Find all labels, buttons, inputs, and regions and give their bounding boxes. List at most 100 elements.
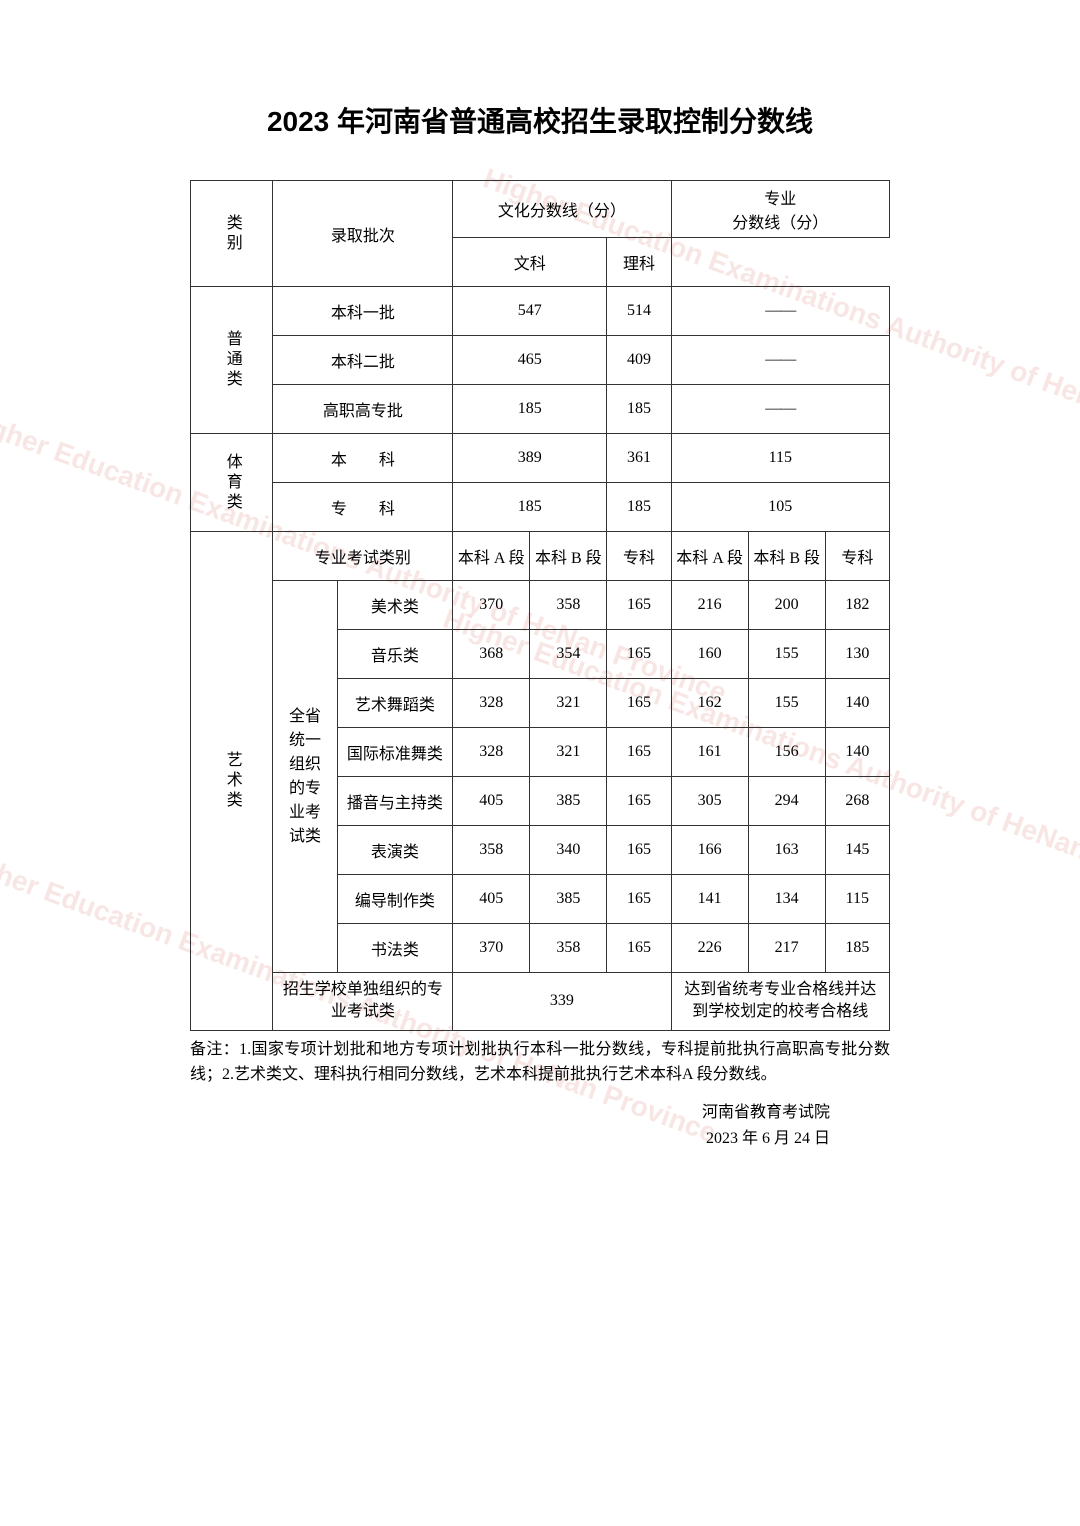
- score-cell: 165: [607, 826, 671, 875]
- prof-label-2: 分数线（分）: [732, 215, 828, 232]
- score-cell: 217: [748, 924, 825, 973]
- score-cell: 163: [748, 826, 825, 875]
- document-title: 2023 年河南省普通高校招生录取控制分数线: [115, 100, 965, 140]
- score-cell: 105: [671, 483, 889, 532]
- score-cell: 321: [530, 679, 607, 728]
- school-exam-label: 招生学校单独组织的专业考试类: [273, 973, 453, 1031]
- score-cell: 130: [825, 630, 889, 679]
- art-name: 书法类: [337, 924, 453, 973]
- cat-general: 普通类: [191, 287, 273, 434]
- art-name: 表演类: [337, 826, 453, 875]
- score-cell: 185: [453, 385, 607, 434]
- score-cell: 368: [453, 630, 530, 679]
- score-cell: 185: [825, 924, 889, 973]
- score-cell: 358: [530, 581, 607, 630]
- art-name: 播音与主持类: [337, 777, 453, 826]
- col-benke-a-p: 本科 A 段: [671, 532, 748, 581]
- score-cell: 145: [825, 826, 889, 875]
- cat-sports: 体育类: [191, 434, 273, 532]
- score-cell: 165: [607, 777, 671, 826]
- score-cell: 385: [530, 777, 607, 826]
- general-row-1: 普通类 本科一批 547 514 ——: [191, 287, 890, 336]
- art-row: 全省统一组织的专业考试类 美术类 370 358 165 216 200 182: [191, 581, 890, 630]
- score-cell: 140: [825, 679, 889, 728]
- score-cell: ——: [671, 287, 889, 336]
- score-cell: ——: [671, 336, 889, 385]
- score-cell: 185: [607, 385, 671, 434]
- score-cell: 134: [748, 875, 825, 924]
- score-cell: 354: [530, 630, 607, 679]
- score-cell: 328: [453, 679, 530, 728]
- score-cell: 405: [453, 777, 530, 826]
- score-cell: 370: [453, 924, 530, 973]
- score-cell: 161: [671, 728, 748, 777]
- school-exam-score: 339: [453, 973, 671, 1031]
- art-name: 美术类: [337, 581, 453, 630]
- score-cell: ——: [671, 385, 889, 434]
- sports-row-2: 专 科 185 185 105: [191, 483, 890, 532]
- score-cell: 361: [607, 434, 671, 483]
- col-benke-a: 本科 A 段: [453, 532, 530, 581]
- score-cell: 182: [825, 581, 889, 630]
- notes-text: 备注：1.国家专项计划批和地方专项计划批执行本科一批分数线，专科提前批执行高职高…: [190, 1037, 890, 1088]
- general-row-2: 本科二批 465 409 ——: [191, 336, 890, 385]
- score-cell: 514: [607, 287, 671, 336]
- art-name: 编导制作类: [337, 875, 453, 924]
- col-prof-score: 专业 分数线（分）: [671, 181, 889, 238]
- score-cell: 465: [453, 336, 607, 385]
- score-cell: 328: [453, 728, 530, 777]
- score-cell: 165: [607, 679, 671, 728]
- general-row-3: 高职高专批 185 185 ——: [191, 385, 890, 434]
- score-cell: 165: [607, 630, 671, 679]
- score-cell: 165: [607, 581, 671, 630]
- score-cell: 389: [453, 434, 607, 483]
- score-cell: 321: [530, 728, 607, 777]
- school-exam-note: 达到省统考专业合格线并达到学校划定的校考合格线: [671, 973, 889, 1031]
- col-batch: 录取批次: [273, 181, 453, 287]
- cat-art: 艺术类: [191, 532, 273, 1031]
- score-table: 类别 录取批次 文化分数线（分） 专业 分数线（分） 文科 理科 普通类 本科一…: [190, 180, 890, 1031]
- score-cell: 160: [671, 630, 748, 679]
- col-zhuanke: 专科: [607, 532, 671, 581]
- score-cell: 358: [530, 924, 607, 973]
- score-cell: 547: [453, 287, 607, 336]
- art-name: 国际标准舞类: [337, 728, 453, 777]
- art-name: 音乐类: [337, 630, 453, 679]
- batch-cell: 本科一批: [273, 287, 453, 336]
- score-cell: 115: [671, 434, 889, 483]
- score-cell: 165: [607, 924, 671, 973]
- col-science: 理科: [607, 238, 671, 287]
- exam-category-header: 专业考试类别: [273, 532, 453, 581]
- score-cell: 216: [671, 581, 748, 630]
- score-cell: 185: [607, 483, 671, 532]
- score-cell: 294: [748, 777, 825, 826]
- score-cell: 358: [453, 826, 530, 875]
- col-zhuanke-p: 专科: [825, 532, 889, 581]
- batch-cell: 专 科: [273, 483, 453, 532]
- prof-label-1: 专业: [764, 191, 796, 208]
- batch-cell: 高职高专批: [273, 385, 453, 434]
- score-cell: 155: [748, 679, 825, 728]
- col-category: 类别: [191, 181, 273, 287]
- school-exam-row: 招生学校单独组织的专业考试类 339 达到省统考专业合格线并达到学校划定的校考合…: [191, 973, 890, 1031]
- art-header-row: 艺术类 专业考试类别 本科 A 段 本科 B 段 专科 本科 A 段 本科 B …: [191, 532, 890, 581]
- score-cell: 370: [453, 581, 530, 630]
- score-cell: 268: [825, 777, 889, 826]
- art-name: 艺术舞蹈类: [337, 679, 453, 728]
- score-cell: 162: [671, 679, 748, 728]
- score-cell: 200: [748, 581, 825, 630]
- batch-cell: 本科二批: [273, 336, 453, 385]
- score-cell: 166: [671, 826, 748, 875]
- batch-cell: 本 科: [273, 434, 453, 483]
- score-cell: 185: [453, 483, 607, 532]
- score-cell: 165: [607, 875, 671, 924]
- art-group-label: 全省统一组织的专业考试类: [273, 581, 337, 973]
- score-cell: 140: [825, 728, 889, 777]
- sports-row-1: 体育类 本 科 389 361 115: [191, 434, 890, 483]
- col-culture-score: 文化分数线（分）: [453, 181, 671, 238]
- score-cell: 226: [671, 924, 748, 973]
- header-row-1: 类别 录取批次 文化分数线（分） 专业 分数线（分）: [191, 181, 890, 238]
- score-cell: 141: [671, 875, 748, 924]
- col-liberal: 文科: [453, 238, 607, 287]
- footer-date: 2023 年 6 月 24 日: [190, 1126, 830, 1152]
